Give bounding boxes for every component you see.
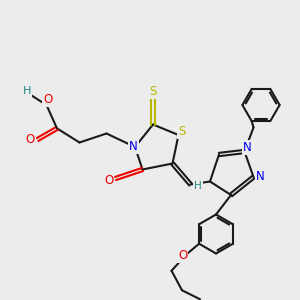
Text: O: O xyxy=(104,174,113,188)
Text: S: S xyxy=(178,125,186,138)
Text: H: H xyxy=(194,181,202,191)
Text: H: H xyxy=(23,86,31,96)
Text: O: O xyxy=(178,249,188,262)
Text: N: N xyxy=(129,140,138,154)
Text: S: S xyxy=(149,85,157,98)
Text: N: N xyxy=(256,170,265,184)
Text: O: O xyxy=(44,93,52,106)
Text: O: O xyxy=(26,133,34,146)
Text: N: N xyxy=(242,141,251,154)
